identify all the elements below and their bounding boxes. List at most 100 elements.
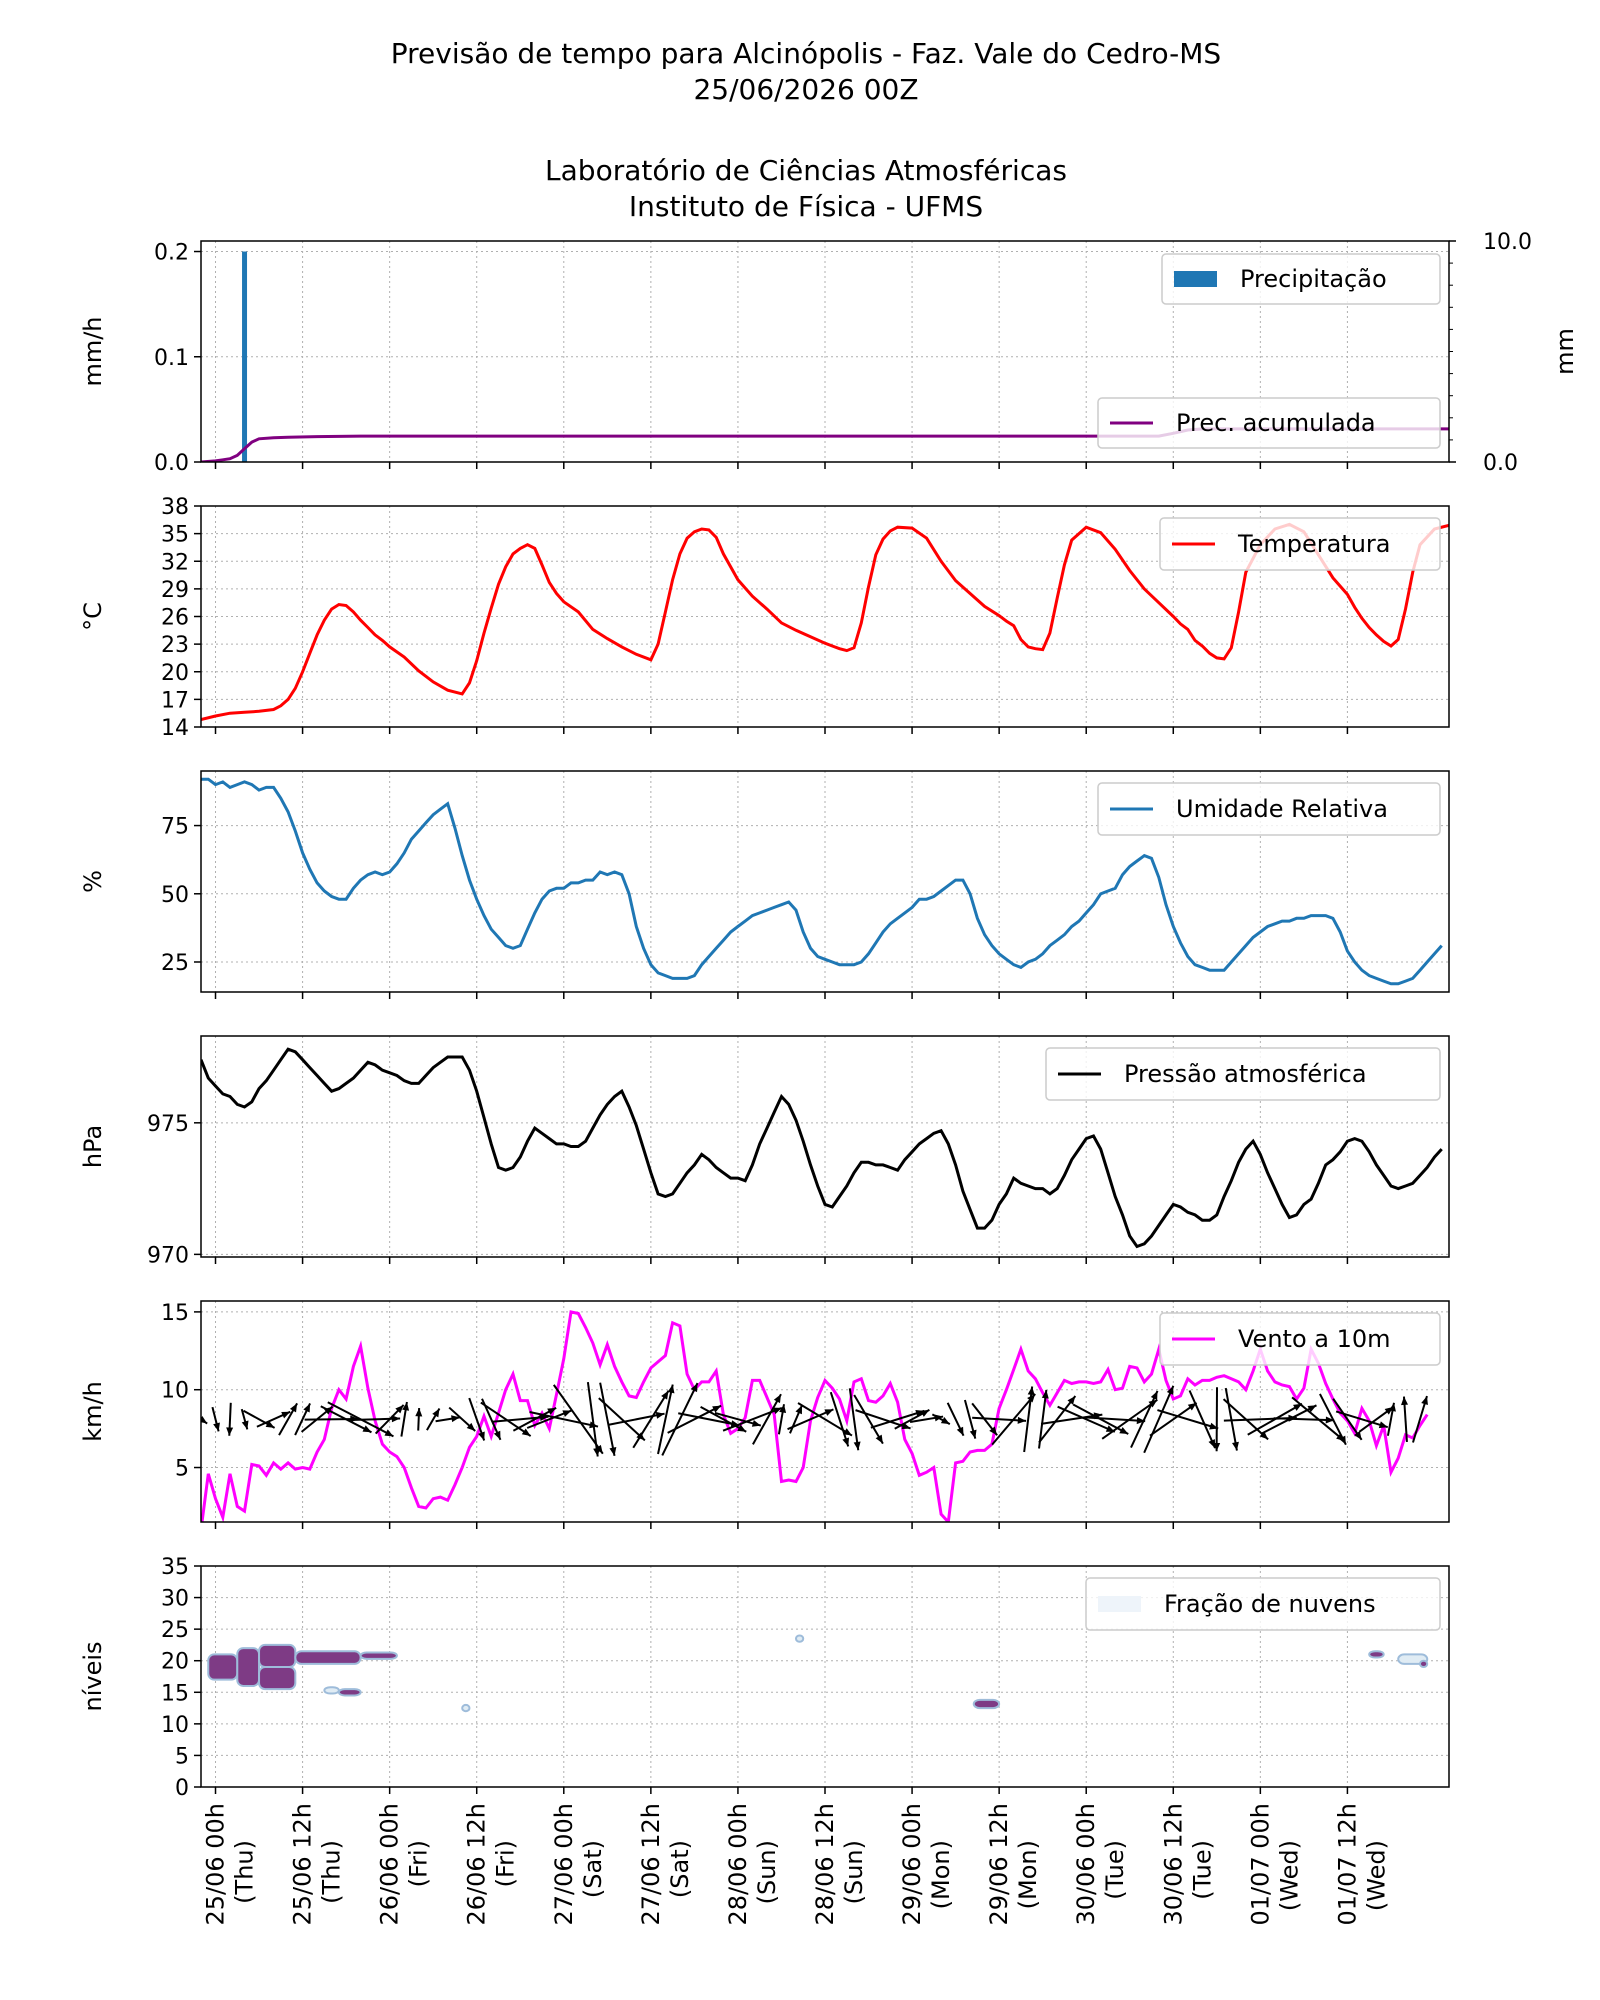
wind-arrow-head <box>1259 1431 1269 1440</box>
wind-arrow-head <box>690 1383 698 1393</box>
y-tick-label: 29 <box>161 578 189 603</box>
legend-box <box>1159 1312 1441 1366</box>
plot-area <box>201 1310 1429 1522</box>
wind-arrow-head <box>1017 1416 1027 1424</box>
wind-arrow <box>661 1382 699 1456</box>
wind-arrow <box>1157 1409 1219 1430</box>
wind-arrow <box>1224 1387 1238 1451</box>
plot-area <box>201 1047 1443 1249</box>
panel-frame <box>200 505 1450 728</box>
wind-arrow-head <box>1136 1417 1146 1425</box>
wind-arrow <box>848 1388 860 1451</box>
org-title-line1: Laboratório de Ciências Atmosféricas <box>545 154 1067 187</box>
wind-arrow-head <box>969 1429 977 1439</box>
wind-arrow-head <box>737 1424 747 1432</box>
wind-arrow-head <box>362 1425 372 1433</box>
wind-arrow-head <box>521 1428 531 1437</box>
y-tick-label: 5 <box>175 1744 189 1769</box>
legend-label: Umidade Relativa <box>1176 795 1388 823</box>
wind-arrow <box>1291 1396 1346 1442</box>
wind-arrow-head <box>609 1447 617 1456</box>
precip-bar <box>242 251 248 462</box>
x-tick-label: 01/07 12h <box>1333 1803 1361 1926</box>
panel-frame <box>200 1565 1450 1788</box>
legend-label: Vento a 10m <box>1238 1325 1391 1353</box>
x-tick-day: (Fri) <box>405 1840 433 1887</box>
x-tick-label: 29/06 12h <box>985 1803 1013 1926</box>
wind-arrow <box>991 1393 1036 1446</box>
wind-arrow-head <box>1187 1402 1197 1411</box>
cloud-cell <box>337 1688 362 1697</box>
wind-arrow <box>853 1394 884 1445</box>
y-tick-label: 970 <box>147 1243 189 1268</box>
y-axis-label: % <box>79 870 107 893</box>
wind-arrow-head <box>1027 1386 1035 1396</box>
x-tick-label: 26/06 00h <box>376 1803 404 1926</box>
wind-arrow <box>632 1390 670 1449</box>
series-line <box>201 1047 1443 1249</box>
cloud-cell <box>207 1653 239 1681</box>
wind-arrow-head <box>201 1415 208 1424</box>
wind-arrow <box>552 1384 604 1455</box>
x-tick-day: (Wed) <box>1275 1840 1303 1911</box>
wind-arrow-head <box>391 1415 401 1423</box>
wind-arrow-head <box>1232 1441 1239 1451</box>
cloud-cell <box>258 1643 297 1669</box>
x-tick-label: 27/06 00h <box>550 1803 578 1926</box>
wind-arrow-head <box>1401 1396 1409 1406</box>
legend-label: Pressão atmosférica <box>1124 1060 1367 1088</box>
wind-arrow-head <box>1148 1399 1158 1408</box>
legend-label: Prec. acumulada <box>1176 409 1376 437</box>
wind-arrow <box>1319 1393 1347 1446</box>
wind-arrow-head <box>655 1411 665 1419</box>
wind-arrow-head <box>241 1420 249 1430</box>
wind-arrow-head <box>779 1404 787 1414</box>
right-y-tick-label: 10.0 <box>1483 230 1532 255</box>
wind-arrow-head <box>667 1384 675 1394</box>
y-tick-label: 975 <box>147 1112 189 1137</box>
wind-arrow <box>1188 1390 1216 1449</box>
cloud-cell <box>1368 1650 1385 1659</box>
wind-arrow <box>304 1417 359 1421</box>
y-tick-label: 25 <box>161 951 189 976</box>
y-tick-label: 35 <box>161 523 189 548</box>
y-tick-label: 50 <box>161 883 189 908</box>
wind-arrow-head <box>751 1420 761 1427</box>
panel-frame <box>200 770 1450 993</box>
wind-arrow <box>1149 1402 1198 1437</box>
legend-box <box>1161 253 1441 305</box>
panel-frame <box>200 1300 1450 1523</box>
series-line <box>201 522 1449 722</box>
wind-arrow <box>1332 1398 1363 1441</box>
x-tick-label: 28/06 00h <box>724 1803 752 1926</box>
wind-arrow-head <box>493 1430 501 1440</box>
y-tick-label: 0.1 <box>154 346 189 371</box>
cloud-cell <box>236 1647 261 1687</box>
x-tick-day: (Tue) <box>1188 1840 1216 1900</box>
x-tick-label: 30/06 00h <box>1072 1803 1100 1926</box>
cloud-cell <box>359 1651 398 1660</box>
wind-arrow <box>1273 1417 1335 1422</box>
y-tick-label: 35 <box>161 1555 189 1580</box>
cloud-cell <box>323 1686 340 1695</box>
wind-arrow <box>700 1405 747 1433</box>
cloud-cell <box>794 1634 805 1643</box>
wind-arrow-head <box>226 1427 234 1436</box>
y-tick-label: 17 <box>161 688 189 713</box>
right-y-axis-label: mm <box>1551 328 1579 375</box>
x-tick-day: (Wed) <box>1362 1840 1390 1911</box>
x-tick-day: (Sat) <box>579 1840 607 1898</box>
panel-frame <box>200 1035 1450 1258</box>
plot-area <box>201 777 1443 986</box>
y-tick-label: 10 <box>161 1713 189 1738</box>
y-tick-label: 15 <box>161 1301 189 1326</box>
panel-3: 970 975 hPa Pressão atmosférica <box>79 1035 1450 1268</box>
wind-arrow <box>657 1384 674 1455</box>
wind-arrow <box>1038 1395 1077 1444</box>
wind-arrow-head <box>773 1394 781 1404</box>
wind-arrow-head <box>478 1431 485 1441</box>
x-tick-day: (Mon) <box>927 1840 955 1909</box>
x-tick-label: 27/06 12h <box>637 1803 665 1926</box>
wind-arrow <box>480 1401 532 1437</box>
x-tick-day: (Thu) <box>318 1840 346 1904</box>
